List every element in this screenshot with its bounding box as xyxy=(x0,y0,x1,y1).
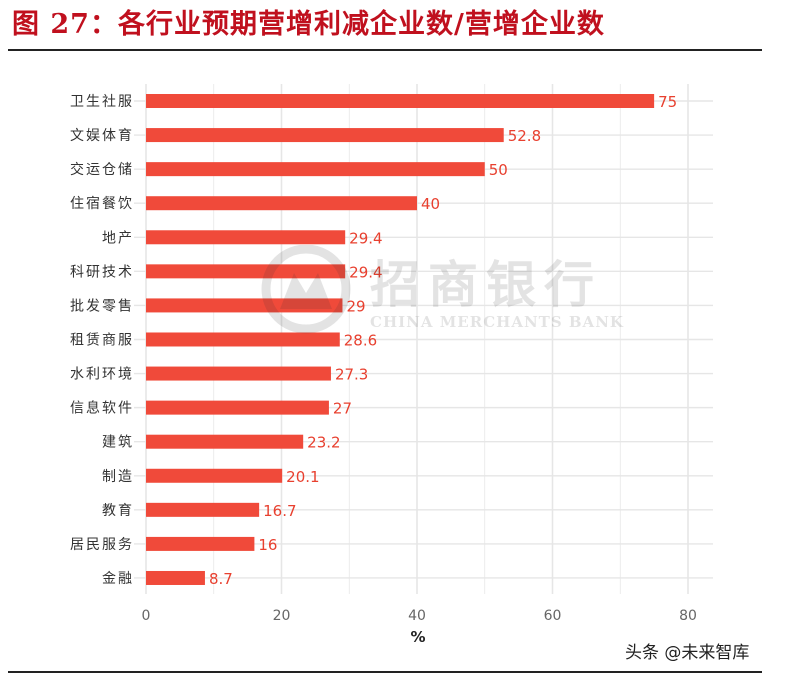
category-label: 地产 xyxy=(102,230,134,246)
bar-value-label: 75 xyxy=(658,93,677,111)
category-label: 金融 xyxy=(102,571,134,587)
bar-value-label: 20.1 xyxy=(286,468,319,486)
bar xyxy=(146,570,205,585)
category-label: 交运仓储 xyxy=(70,161,134,178)
bar-value-label: 23.2 xyxy=(307,434,340,452)
bar-value-label: 27.3 xyxy=(335,366,368,384)
category-label: 教育 xyxy=(102,503,134,519)
bar-value-label: 28.6 xyxy=(344,331,377,349)
bar xyxy=(146,264,346,279)
bar-value-label: 29 xyxy=(346,297,365,315)
category-label: 租赁商服 xyxy=(70,332,134,348)
bar-layer xyxy=(146,94,655,585)
category-label: 文娱体育 xyxy=(70,128,134,144)
cmb-logo-icon xyxy=(261,245,351,334)
category-label: 科研技术 xyxy=(70,264,134,280)
x-tick-label: 40 xyxy=(408,608,426,624)
category-label: 建筑 xyxy=(102,435,134,451)
bar-value-label: 29.4 xyxy=(349,229,382,247)
label-layer: 75 52.850 40 29.4 29.4 29 28.6 27.3 27 23.2 20.1 16… xyxy=(209,93,677,588)
bar xyxy=(146,366,331,381)
bar-value-label: 29.4 xyxy=(349,263,382,281)
category-label: 住宿餐饮 xyxy=(70,195,134,212)
bar xyxy=(146,434,304,449)
x-tick-label: 0 xyxy=(142,608,151,624)
x-tick-label: 80 xyxy=(679,608,697,624)
source-credit: 头条 @未来智库 xyxy=(625,643,750,663)
x-axis-label: % xyxy=(410,628,425,646)
watermark-en: CHINA MERCHANTS BANK xyxy=(370,313,624,331)
bar xyxy=(146,196,417,211)
category-label: 居民服务 xyxy=(70,537,134,553)
bar xyxy=(146,230,346,245)
bar-value-label: 27 xyxy=(333,400,352,418)
bar-value-label: 8.7 xyxy=(209,570,233,588)
bar xyxy=(146,536,255,551)
bar xyxy=(146,400,329,415)
bar-value-label: 40 xyxy=(421,195,440,213)
x-tick-label: 60 xyxy=(544,608,562,624)
bar-value-label: 50 xyxy=(489,161,508,179)
bar-value-label: 16.7 xyxy=(263,502,296,520)
bar xyxy=(146,502,260,517)
category-label: 批发零售 xyxy=(70,298,134,314)
bar-value-label: 16 xyxy=(258,536,277,554)
bar xyxy=(146,128,504,143)
figure-title: 图 27：各行业预期营增利减企业数/营增企业数 xyxy=(12,9,605,40)
category-label: 信息软件 xyxy=(70,400,134,417)
bar xyxy=(146,298,343,313)
category-label: 卫生社服 xyxy=(70,94,134,110)
watermark-cn: 招商银行 xyxy=(370,255,602,314)
bar xyxy=(146,468,283,483)
bar xyxy=(146,162,485,177)
x-tick-label: 20 xyxy=(273,608,291,624)
category-label: 制造 xyxy=(102,469,134,485)
bottom-divider xyxy=(8,671,762,673)
title-divider xyxy=(8,49,762,51)
bar xyxy=(146,94,655,108)
category-label: 水利环境 xyxy=(70,367,134,383)
bar-value-label: 52.8 xyxy=(508,127,541,145)
axis-layer: 卫生社服文娱体育交运仓储住宿餐饮地产科研技术批发零售租赁商服水利环境信息软件建筑… xyxy=(70,94,697,646)
bar xyxy=(146,332,340,347)
